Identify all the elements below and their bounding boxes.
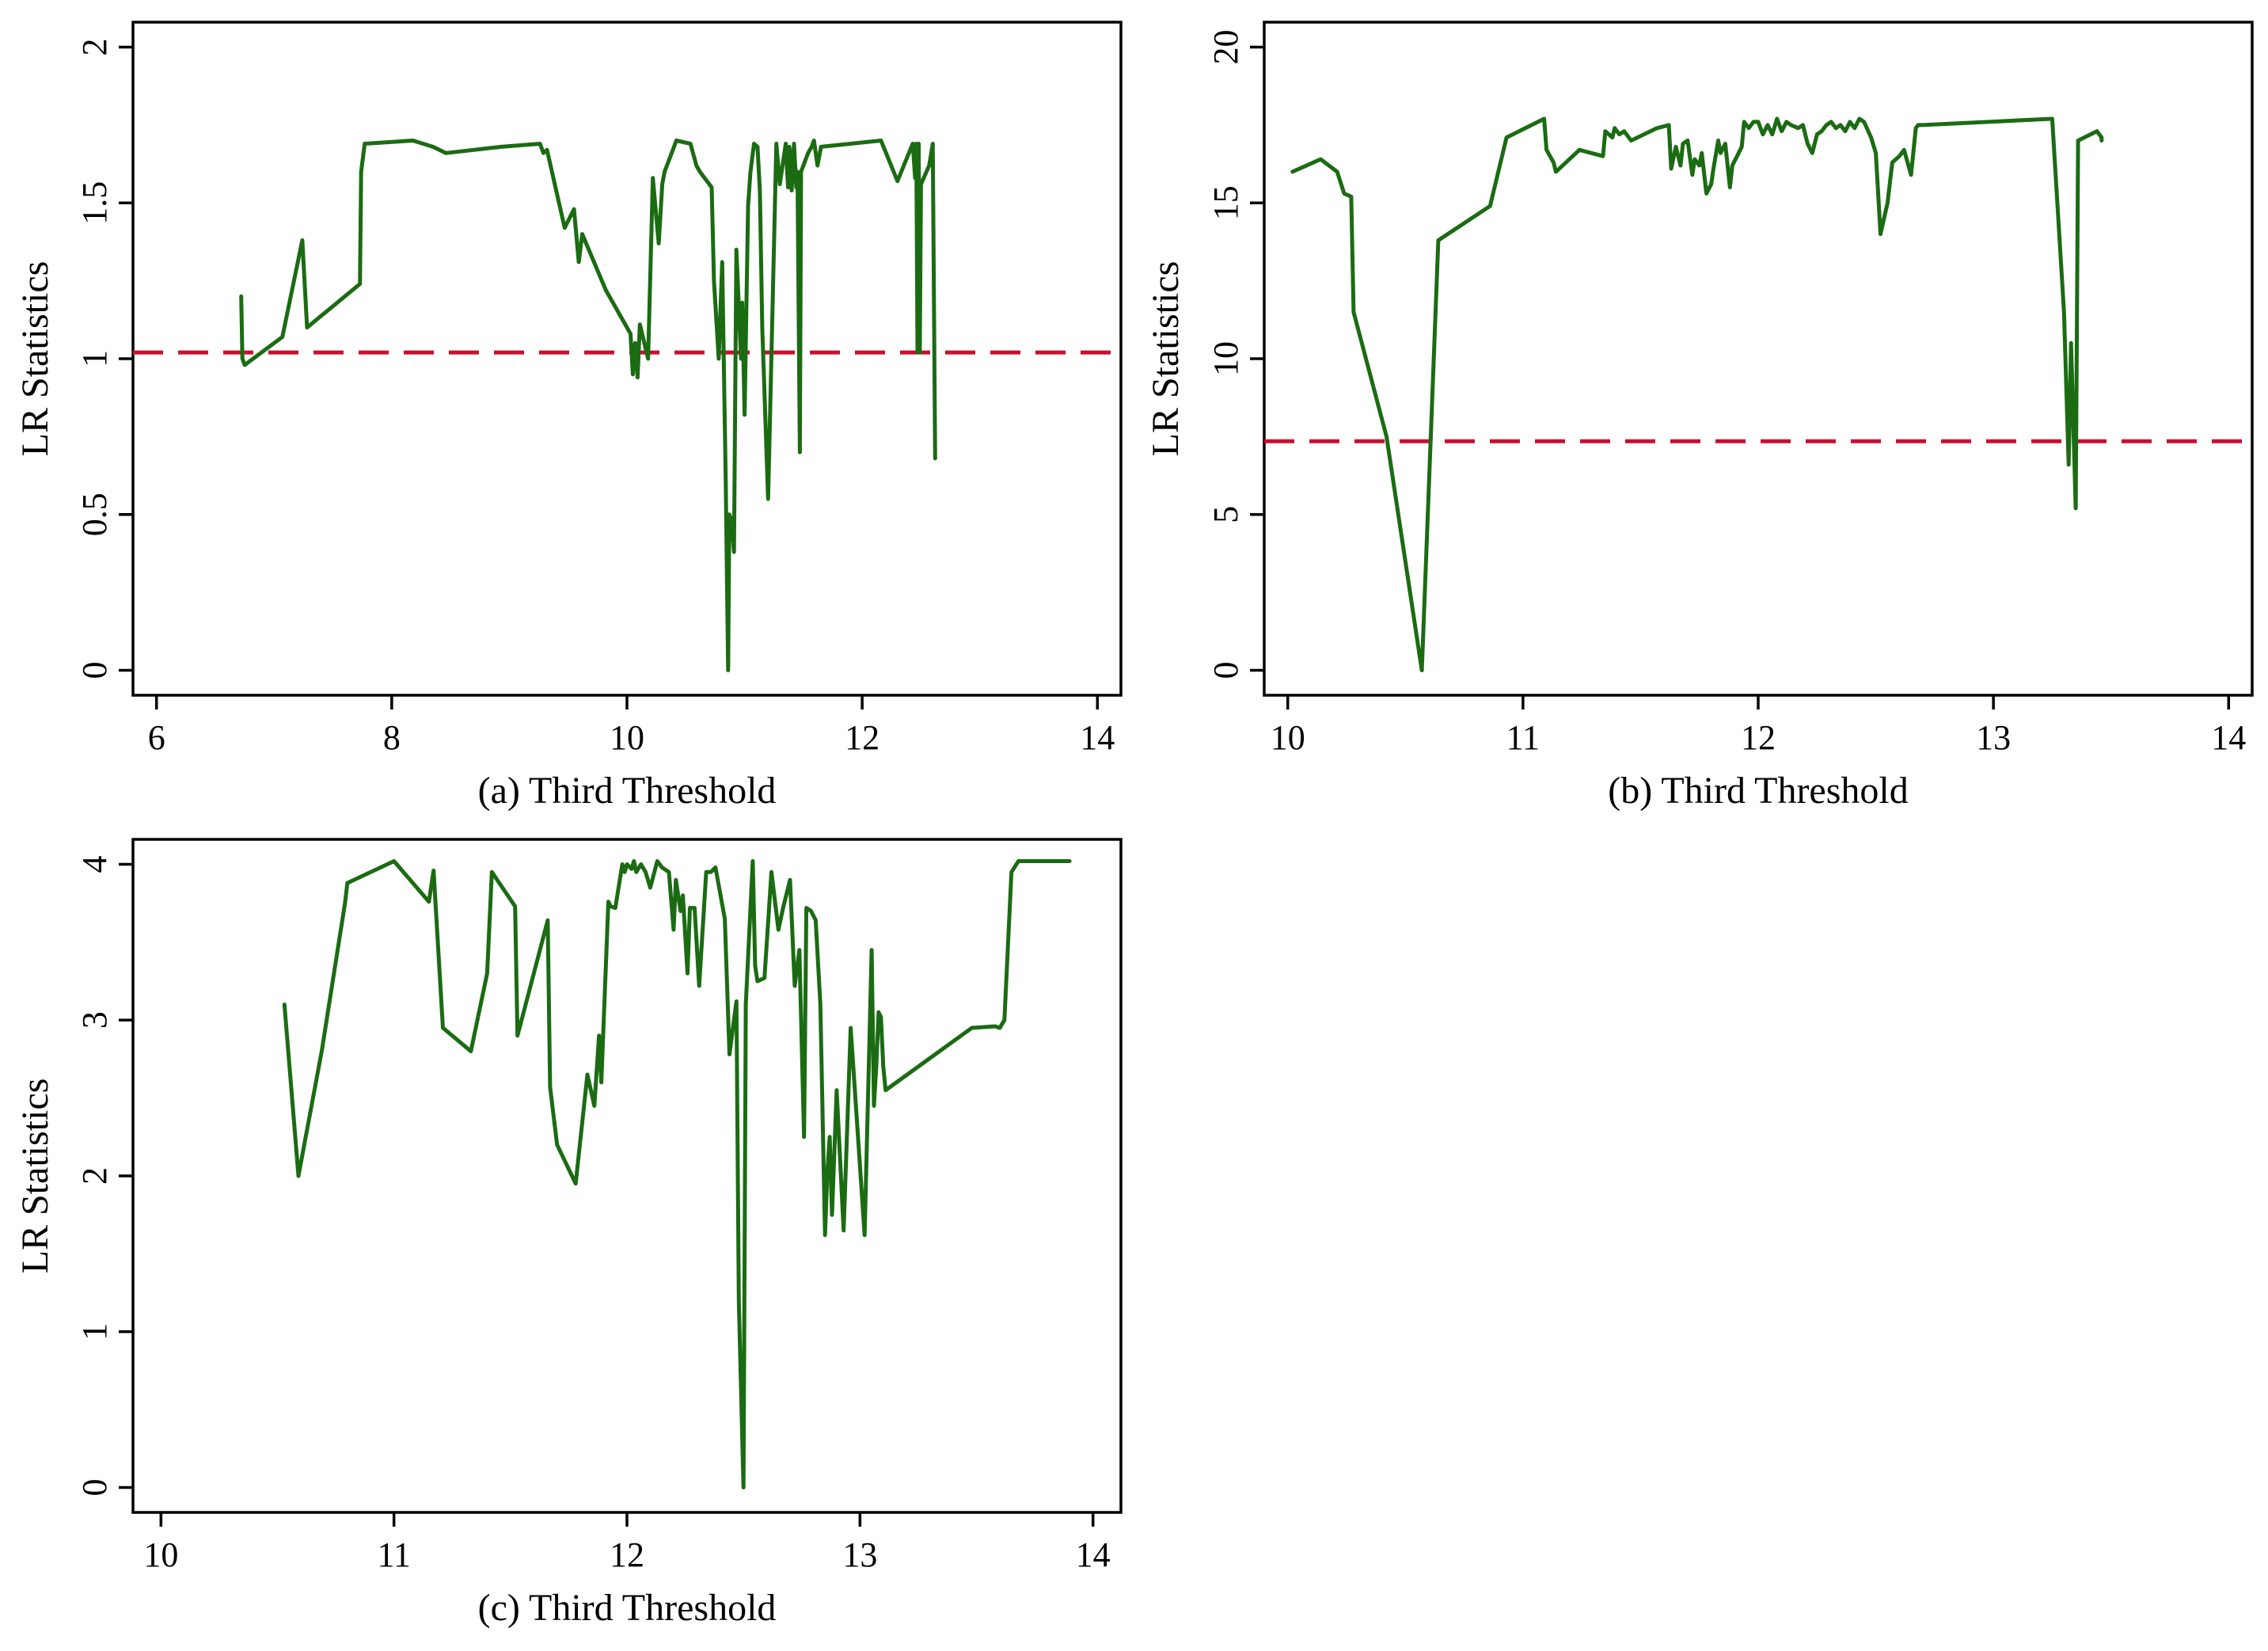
y-tick-label: 3 [75, 1011, 114, 1029]
y-tick-label: 0 [1206, 662, 1245, 679]
x-tick-label: 10 [610, 718, 644, 757]
y-tick-label: 2 [75, 38, 114, 55]
y-tick-label: 1 [75, 1323, 114, 1341]
x-tick-label: 12 [1741, 718, 1776, 757]
x-tick-label: 14 [1076, 1535, 1111, 1574]
x-axis-title: (c) Third Threshold [478, 1587, 777, 1629]
y-axis-title: LR Statistics [14, 1078, 56, 1274]
x-tick-label: 13 [1976, 718, 2011, 757]
panel-b: 10 11 12 13 14 0 5 10 15 20 (b) Third Threshold L… [1145, 21, 2254, 812]
panel-b-marks: 10 11 12 13 14 0 5 10 15 20 [1206, 29, 2252, 757]
panel-a-marks: 6 8 10 12 14 0 0.5 1 1.5 2 [75, 38, 1121, 757]
lr-statistic-line [282, 859, 1072, 1489]
x-tick-label: 10 [1271, 718, 1305, 757]
x-tick-label: 12 [845, 718, 879, 757]
y-tick-label: 1 [75, 350, 114, 367]
y-axis-title: LR Statistics [14, 261, 56, 457]
y-tick-label: 2 [75, 1167, 114, 1185]
x-axis-title: (b) Third Threshold [1608, 770, 1909, 812]
y-tick-label: 5 [1206, 506, 1245, 523]
x-tick-label: 14 [1080, 718, 1115, 757]
lr-statistic-line [1290, 116, 2104, 672]
x-tick-label: 6 [148, 718, 165, 757]
x-tick-label: 13 [842, 1535, 877, 1574]
y-tick-label: 4 [75, 855, 114, 873]
y-tick-label: 20 [1206, 29, 1245, 64]
x-tick-label: 11 [1506, 718, 1540, 757]
y-tick-label: 0 [75, 662, 114, 679]
y-tick-label: 1.5 [75, 181, 114, 225]
y-tick-label: 15 [1206, 185, 1245, 220]
y-tick-label: 0.5 [75, 493, 114, 536]
lr-statistic-line [239, 139, 937, 672]
x-tick-label: 11 [377, 1535, 410, 1574]
x-tick-label: 10 [143, 1535, 178, 1574]
y-axis-title: LR Statistics [1145, 261, 1187, 457]
y-tick-label: 10 [1206, 341, 1245, 376]
x-tick-label: 8 [383, 718, 401, 757]
panel-a: 6 8 10 12 14 0 0.5 1 1.5 2 (a) Third Threshold LR… [14, 21, 1123, 812]
x-axis-title: (a) Third Threshold [478, 770, 777, 812]
x-tick-label: 12 [610, 1535, 644, 1574]
y-tick-label: 0 [75, 1479, 114, 1497]
x-tick-label: 14 [2211, 718, 2246, 757]
